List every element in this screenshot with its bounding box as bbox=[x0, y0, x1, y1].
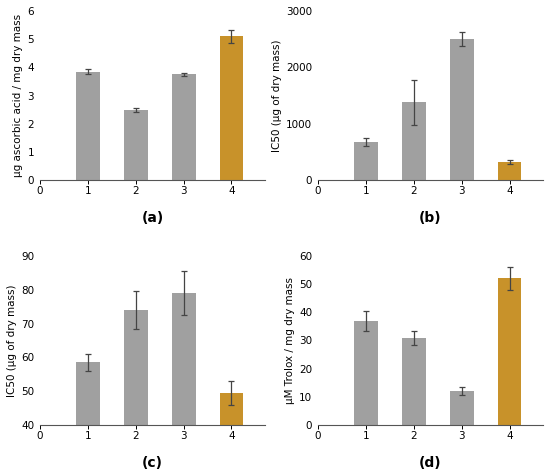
Text: (c): (c) bbox=[142, 456, 163, 469]
Bar bbox=[449, 391, 474, 425]
Y-axis label: IC50 (μg of dry mass): IC50 (μg of dry mass) bbox=[272, 40, 282, 152]
Bar bbox=[76, 71, 100, 180]
Bar bbox=[354, 142, 378, 180]
Bar bbox=[172, 293, 196, 476]
Bar bbox=[76, 362, 100, 476]
Bar bbox=[219, 393, 244, 476]
Bar bbox=[402, 337, 426, 425]
Bar bbox=[354, 321, 378, 425]
Bar bbox=[498, 278, 521, 425]
Bar bbox=[172, 74, 196, 180]
Text: (b): (b) bbox=[419, 210, 442, 225]
Y-axis label: μg ascorbic acid / mg dry mass: μg ascorbic acid / mg dry mass bbox=[13, 14, 24, 177]
Bar bbox=[124, 310, 147, 476]
Bar bbox=[402, 102, 426, 180]
Y-axis label: μM Trolox / mg dry mass: μM Trolox / mg dry mass bbox=[285, 277, 295, 404]
Text: (d): (d) bbox=[419, 456, 442, 469]
Bar bbox=[219, 36, 244, 180]
Y-axis label: IC50 (μg of dry mass): IC50 (μg of dry mass) bbox=[7, 284, 17, 397]
Bar bbox=[498, 162, 521, 180]
Text: (a): (a) bbox=[141, 210, 163, 225]
Bar bbox=[449, 39, 474, 180]
Bar bbox=[124, 109, 147, 180]
